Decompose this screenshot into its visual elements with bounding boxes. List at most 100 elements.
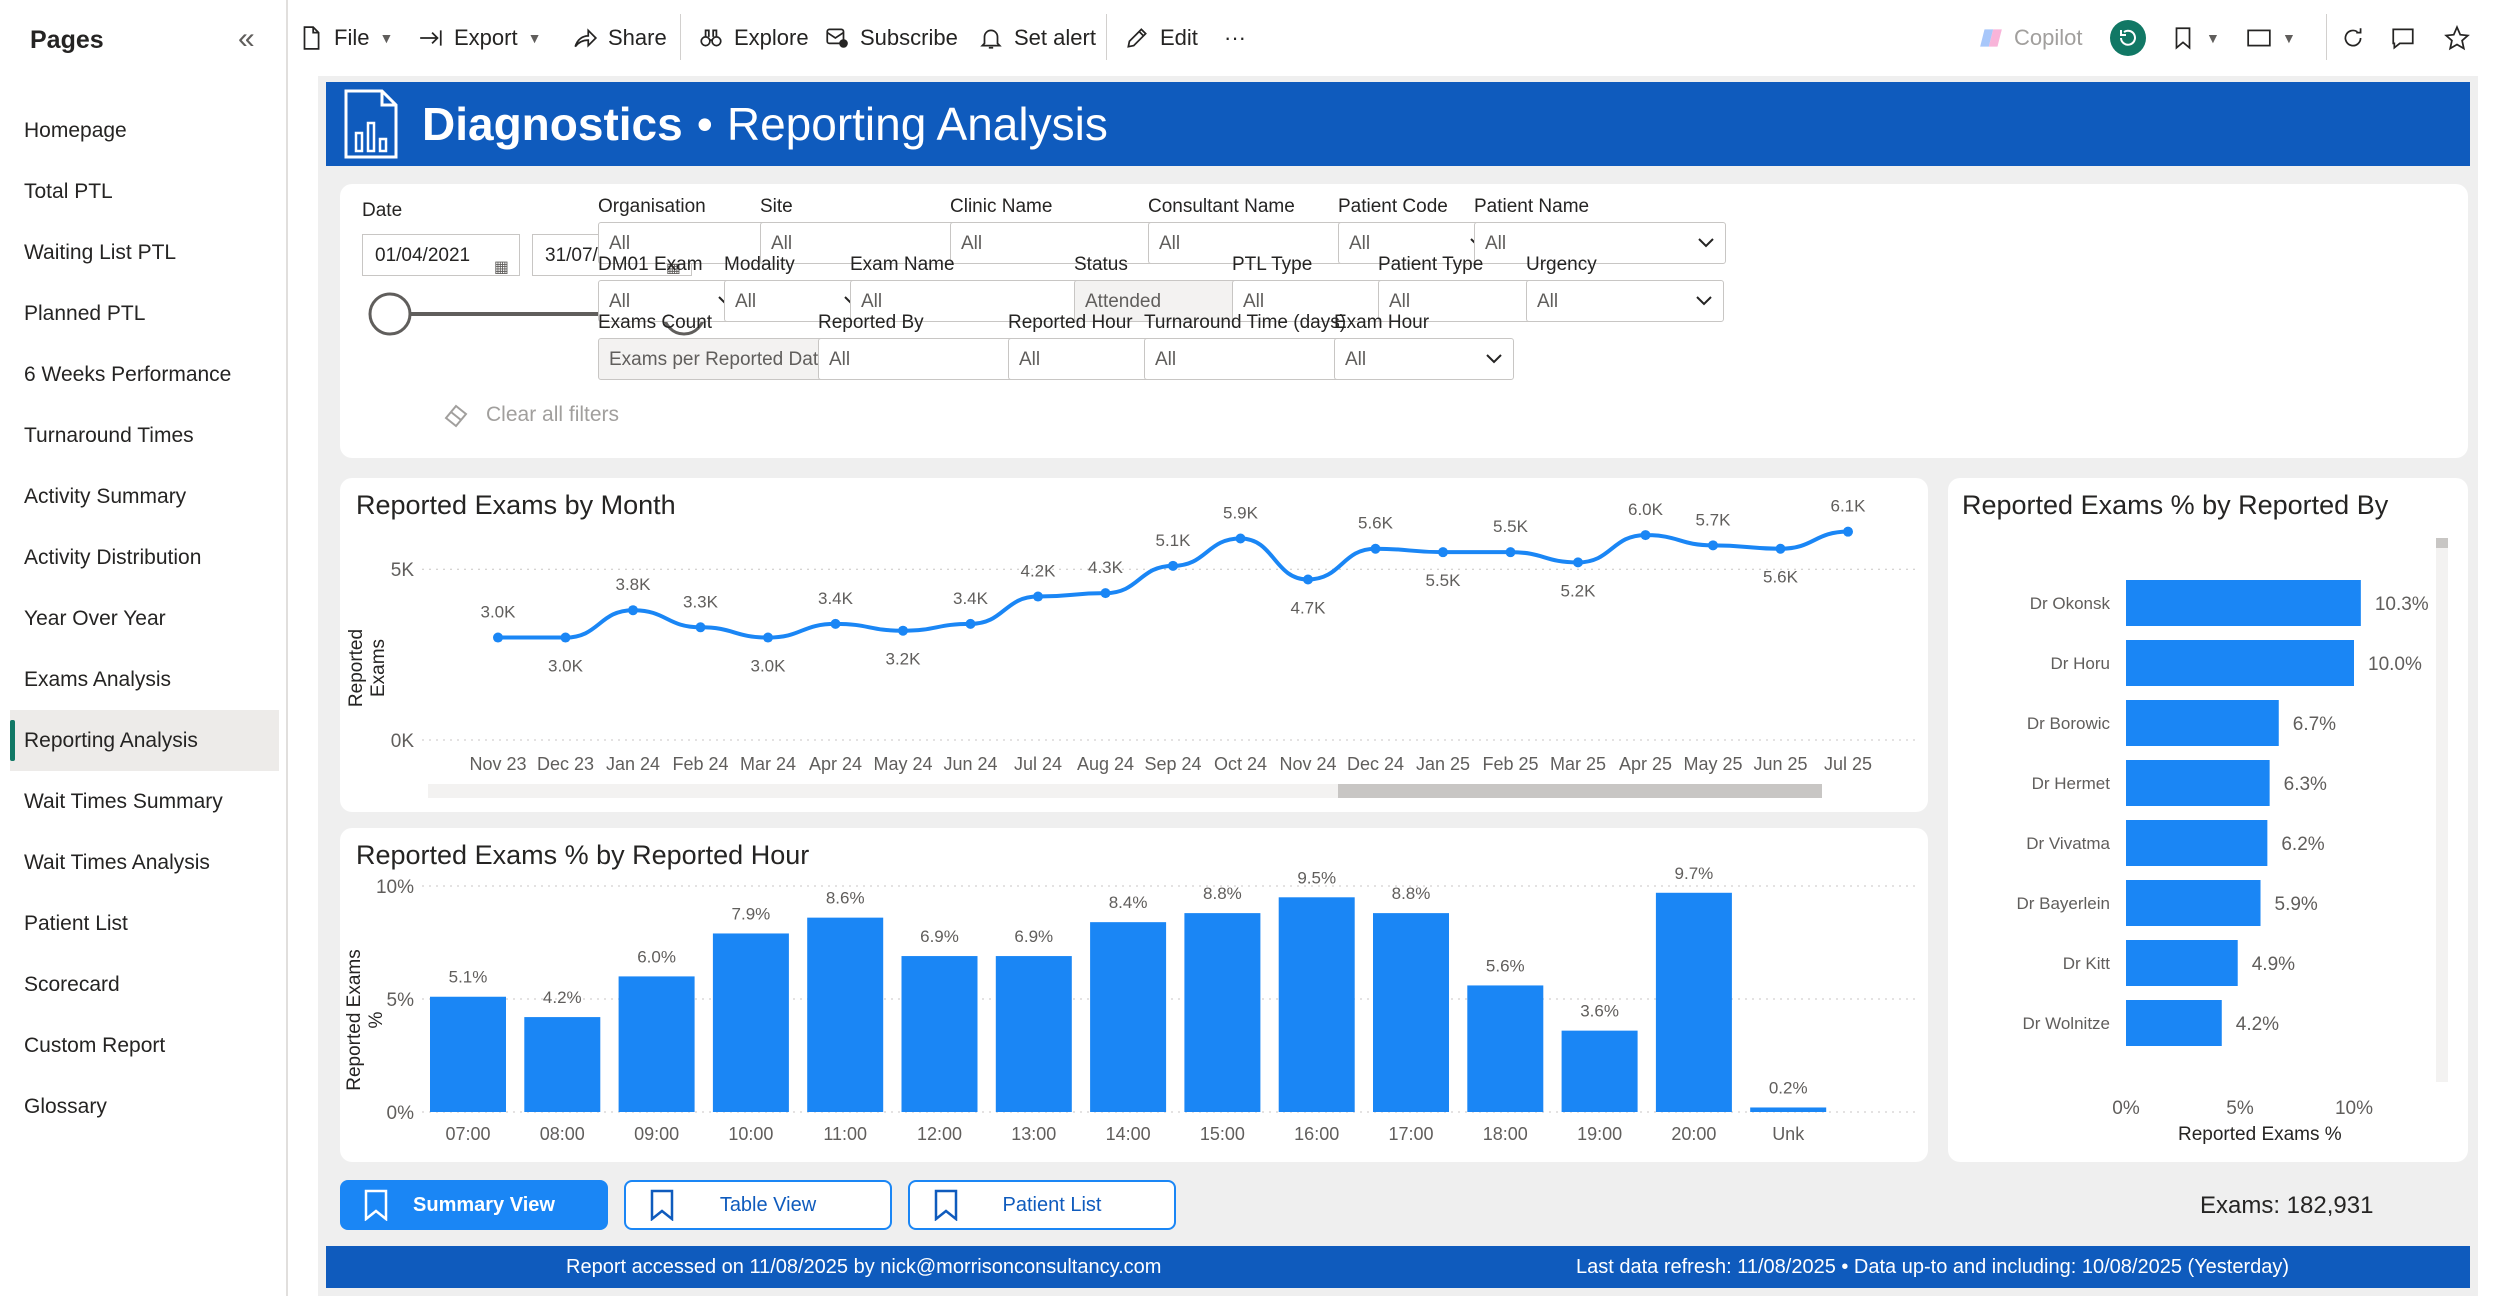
refresh-status-button[interactable] <box>2110 20 2146 56</box>
data-label: 6.9% <box>1014 927 1053 946</box>
sidebar-item-total-ptl[interactable]: Total PTL <box>24 180 113 203</box>
urgency-filter-label: Urgency <box>1526 254 1597 275</box>
data-label: 4.9% <box>2252 954 2295 975</box>
hour-bar <box>1184 913 1261 1112</box>
report-category-title: Diagnostics <box>422 98 683 150</box>
data-label: 6.3% <box>2284 774 2327 795</box>
data-label: 5.5K <box>1493 517 1529 536</box>
x-tick-label: Jul 24 <box>1014 754 1062 774</box>
data-point <box>1100 588 1111 599</box>
category-label: Dr Kitt <box>2063 954 2111 973</box>
sidebar-title: Pages <box>30 26 104 54</box>
view-menu-button[interactable]: ▼ <box>2246 20 2296 56</box>
export-menu-button[interactable]: Export ▼ <box>418 20 541 56</box>
sync-status-icon <box>2110 20 2146 56</box>
report-logo-icon <box>344 89 398 159</box>
exam-hour-dropdown[interactable]: All <box>1334 338 1514 380</box>
data-label: 5.6% <box>1486 956 1525 975</box>
sidebar-item-scorecard[interactable]: Scorecard <box>24 973 120 996</box>
data-point <box>1708 540 1718 551</box>
bookmark-menu-button[interactable]: ▼ <box>2170 20 2220 56</box>
x-tick-label: Mar 24 <box>740 754 796 774</box>
turnaround-time-days-selected-value: All <box>1155 349 1177 370</box>
exams-count-filter-label: Exams Count <box>598 312 713 333</box>
data-label: 6.0% <box>637 947 676 966</box>
scrollbar-thumb[interactable] <box>2436 538 2448 548</box>
x-tick-label: 5% <box>2226 1098 2254 1119</box>
x-tick-label: Jul 25 <box>1824 754 1872 774</box>
file-menu-button[interactable]: File ▼ <box>298 20 393 56</box>
sidebar-item-6-weeks-performance[interactable]: 6 Weeks Performance <box>24 363 232 386</box>
scrollbar-thumb[interactable] <box>1338 784 1822 798</box>
bookmark-icon <box>934 1189 958 1221</box>
sidebar-item-activity-distribution[interactable]: Activity Distribution <box>24 546 202 569</box>
sidebar-item-custom-report[interactable]: Custom Report <box>24 1034 166 1057</box>
calendar-icon[interactable]: ▦ <box>493 259 509 276</box>
sidebar-item-patient-list[interactable]: Patient List <box>24 912 128 935</box>
share-label: Share <box>608 25 667 50</box>
copilot-button[interactable]: Copilot <box>1978 20 2082 56</box>
sidebar-item-homepage[interactable]: Homepage <box>24 119 127 142</box>
hour-bar <box>901 956 978 1112</box>
chevron-down-icon: ▼ <box>527 30 542 46</box>
sidebar-item-wait-times-analysis[interactable]: Wait Times Analysis <box>24 851 210 874</box>
sidebar-item-glossary[interactable]: Glossary <box>24 1095 107 1118</box>
more-options-icon: ··· <box>1224 25 1246 50</box>
summary-view-button[interactable]: Summary View <box>340 1180 608 1230</box>
pages-sidebar: Pages « Homepage Total PTL Waiting List PT… <box>0 0 288 1296</box>
x-tick-label: Dec 24 <box>1347 754 1404 774</box>
modality-dropdown[interactable]: All <box>724 280 872 322</box>
comment-button[interactable] <box>2390 20 2416 56</box>
sidebar-item-activity-summary[interactable]: Activity Summary <box>24 485 187 508</box>
exams-count-dropdown[interactable]: Exams per Reported Date <box>598 338 848 380</box>
copilot-icon <box>1980 29 2002 47</box>
summary-view-label: Summary View <box>413 1193 555 1216</box>
data-point <box>493 632 503 643</box>
export-label: Export <box>454 25 518 50</box>
patient-name-dropdown[interactable]: All <box>1474 222 1726 264</box>
sidebar-item-turnaround-times[interactable]: Turnaround Times <box>24 424 194 447</box>
explore-button[interactable]: Explore <box>698 20 809 56</box>
x-tick-label: 09:00 <box>634 1124 679 1144</box>
patient-list-button[interactable]: Patient List <box>908 1180 1176 1230</box>
organisation-filter-label: Organisation <box>598 196 706 217</box>
x-tick-label: Feb 24 <box>672 754 728 774</box>
dm01-exam-dropdown[interactable]: All <box>598 280 746 322</box>
dm01-exam-selected-value: All <box>609 291 631 312</box>
x-tick-label: 17:00 <box>1388 1124 1433 1144</box>
slider-start-handle[interactable] <box>368 292 412 336</box>
sidebar-item-reporting-analysis[interactable]: Reporting Analysis <box>10 710 279 771</box>
patient-code-dropdown[interactable]: All <box>1338 222 1498 264</box>
refresh-button[interactable] <box>2340 20 2366 56</box>
sidebar-item-year-over-year[interactable]: Year Over Year <box>24 607 166 630</box>
sidebar-item-planned-ptl[interactable]: Planned PTL <box>24 302 146 325</box>
clinic-name-dropdown[interactable]: All <box>950 222 1178 264</box>
exam-name-selected-value: All <box>861 291 883 312</box>
edit-button[interactable]: Edit <box>1124 20 1198 56</box>
set-alert-button[interactable]: Set alert <box>978 20 1096 56</box>
data-point <box>1033 591 1043 602</box>
x-tick-label: May 24 <box>873 754 932 774</box>
urgency-dropdown[interactable]: All <box>1526 280 1724 322</box>
share-button[interactable]: Share <box>572 20 667 56</box>
data-point <box>1505 547 1516 558</box>
date-from-value: 01/04/2021 <box>375 245 471 266</box>
line-chart-title: Reported Exams by Month <box>356 490 676 520</box>
more-options-button[interactable]: ··· <box>1224 20 1246 56</box>
sidebar-item-exams-analysis[interactable]: Exams Analysis <box>24 668 172 691</box>
y-tick-label: 0% <box>387 1103 415 1124</box>
sidebar-item-wait-times-summary[interactable]: Wait Times Summary <box>24 790 223 813</box>
sidebar-item-waiting-list-ptl[interactable]: Waiting List PTL <box>24 241 177 264</box>
copilot-label: Copilot <box>2014 25 2083 50</box>
subscribe-button[interactable]: Subscribe <box>824 20 958 56</box>
date-from-input[interactable]: 01/04/2021 ▦ <box>362 234 520 276</box>
favorite-button[interactable] <box>2444 20 2470 56</box>
chevron-down-icon <box>1698 238 1714 248</box>
data-label: 3.3K <box>683 592 719 611</box>
data-label: 4.2% <box>543 988 582 1007</box>
reporter-bar <box>2126 820 2268 866</box>
clear-all-filters-button[interactable]: Clear all filters <box>442 402 619 428</box>
table-view-button[interactable]: Table View <box>624 1180 892 1230</box>
collapse-sidebar-icon[interactable]: « <box>238 22 255 55</box>
binoculars-icon <box>700 29 722 47</box>
